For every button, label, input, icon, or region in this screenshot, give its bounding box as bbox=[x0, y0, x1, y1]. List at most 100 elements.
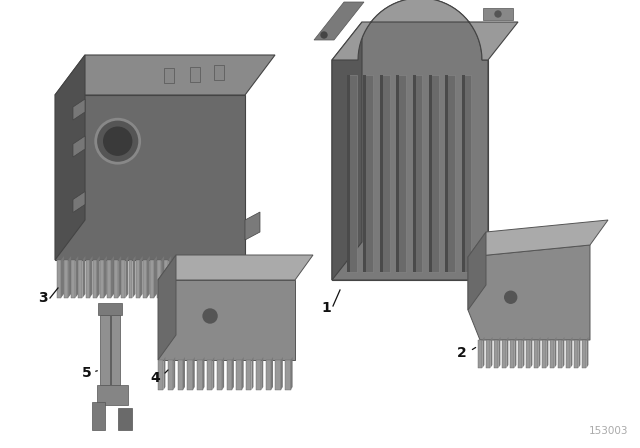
Polygon shape bbox=[558, 340, 563, 368]
Polygon shape bbox=[228, 260, 232, 298]
Polygon shape bbox=[232, 357, 234, 390]
Polygon shape bbox=[93, 260, 97, 298]
Polygon shape bbox=[98, 303, 122, 315]
Polygon shape bbox=[125, 256, 128, 298]
Polygon shape bbox=[212, 357, 214, 390]
Polygon shape bbox=[164, 69, 175, 83]
Polygon shape bbox=[347, 75, 350, 272]
Polygon shape bbox=[256, 360, 261, 390]
Polygon shape bbox=[132, 256, 136, 298]
Polygon shape bbox=[429, 75, 438, 272]
Polygon shape bbox=[73, 191, 85, 212]
Polygon shape bbox=[175, 256, 179, 298]
Polygon shape bbox=[413, 75, 422, 272]
Polygon shape bbox=[332, 0, 518, 60]
Polygon shape bbox=[574, 340, 579, 368]
Polygon shape bbox=[92, 402, 105, 430]
Circle shape bbox=[203, 309, 217, 323]
Polygon shape bbox=[547, 337, 548, 368]
Polygon shape bbox=[104, 256, 107, 298]
Polygon shape bbox=[90, 256, 93, 298]
Polygon shape bbox=[468, 245, 590, 340]
Polygon shape bbox=[158, 255, 313, 280]
Polygon shape bbox=[478, 340, 483, 368]
Polygon shape bbox=[157, 260, 161, 298]
Polygon shape bbox=[364, 75, 373, 272]
Polygon shape bbox=[179, 260, 182, 298]
Polygon shape bbox=[172, 260, 175, 298]
Polygon shape bbox=[211, 256, 214, 298]
Polygon shape bbox=[468, 232, 486, 310]
Polygon shape bbox=[570, 337, 572, 368]
Polygon shape bbox=[154, 256, 157, 298]
Polygon shape bbox=[413, 75, 415, 272]
Polygon shape bbox=[168, 360, 173, 390]
Polygon shape bbox=[271, 357, 273, 390]
Polygon shape bbox=[502, 340, 506, 368]
Polygon shape bbox=[76, 256, 78, 298]
Polygon shape bbox=[100, 260, 104, 298]
Polygon shape bbox=[118, 408, 132, 430]
Polygon shape bbox=[158, 255, 176, 360]
Polygon shape bbox=[563, 337, 564, 368]
Polygon shape bbox=[200, 260, 204, 298]
Polygon shape bbox=[140, 256, 143, 298]
Polygon shape bbox=[445, 75, 448, 272]
Polygon shape bbox=[118, 256, 121, 298]
Circle shape bbox=[505, 291, 516, 303]
Polygon shape bbox=[526, 340, 531, 368]
Polygon shape bbox=[380, 75, 383, 272]
Polygon shape bbox=[193, 357, 195, 390]
Polygon shape bbox=[506, 337, 508, 368]
Polygon shape bbox=[218, 256, 221, 298]
Polygon shape bbox=[158, 280, 295, 360]
Polygon shape bbox=[490, 337, 492, 368]
Polygon shape bbox=[291, 357, 292, 390]
Polygon shape bbox=[566, 340, 570, 368]
Polygon shape bbox=[261, 357, 263, 390]
Polygon shape bbox=[364, 75, 366, 272]
Polygon shape bbox=[193, 260, 197, 298]
Circle shape bbox=[321, 32, 327, 38]
Polygon shape bbox=[232, 256, 236, 298]
Polygon shape bbox=[275, 360, 281, 390]
Polygon shape bbox=[68, 256, 71, 298]
Polygon shape bbox=[79, 260, 83, 298]
Polygon shape bbox=[483, 8, 513, 20]
Polygon shape bbox=[579, 337, 580, 368]
Polygon shape bbox=[197, 360, 202, 390]
Polygon shape bbox=[222, 357, 224, 390]
Polygon shape bbox=[221, 260, 225, 298]
Polygon shape bbox=[86, 260, 90, 298]
Polygon shape bbox=[534, 340, 538, 368]
Text: 5: 5 bbox=[82, 366, 92, 380]
Polygon shape bbox=[189, 256, 193, 298]
Polygon shape bbox=[332, 0, 488, 280]
Polygon shape bbox=[499, 337, 500, 368]
Polygon shape bbox=[461, 75, 465, 272]
Polygon shape bbox=[285, 360, 291, 390]
Polygon shape bbox=[281, 357, 283, 390]
Polygon shape bbox=[510, 340, 515, 368]
Polygon shape bbox=[518, 340, 522, 368]
Polygon shape bbox=[483, 337, 484, 368]
Polygon shape bbox=[83, 256, 85, 298]
Polygon shape bbox=[461, 75, 472, 272]
Polygon shape bbox=[445, 75, 455, 272]
Polygon shape bbox=[542, 340, 547, 368]
Text: 153003: 153003 bbox=[589, 426, 628, 436]
Polygon shape bbox=[173, 357, 175, 390]
Polygon shape bbox=[188, 360, 193, 390]
Polygon shape bbox=[129, 260, 132, 298]
Polygon shape bbox=[161, 256, 164, 298]
Polygon shape bbox=[97, 385, 128, 405]
Polygon shape bbox=[202, 357, 205, 390]
Polygon shape bbox=[100, 315, 120, 385]
Polygon shape bbox=[396, 75, 406, 272]
Polygon shape bbox=[554, 337, 556, 368]
Polygon shape bbox=[71, 260, 76, 298]
Polygon shape bbox=[515, 337, 516, 368]
Polygon shape bbox=[97, 256, 100, 298]
Circle shape bbox=[96, 119, 140, 163]
Polygon shape bbox=[214, 260, 218, 298]
